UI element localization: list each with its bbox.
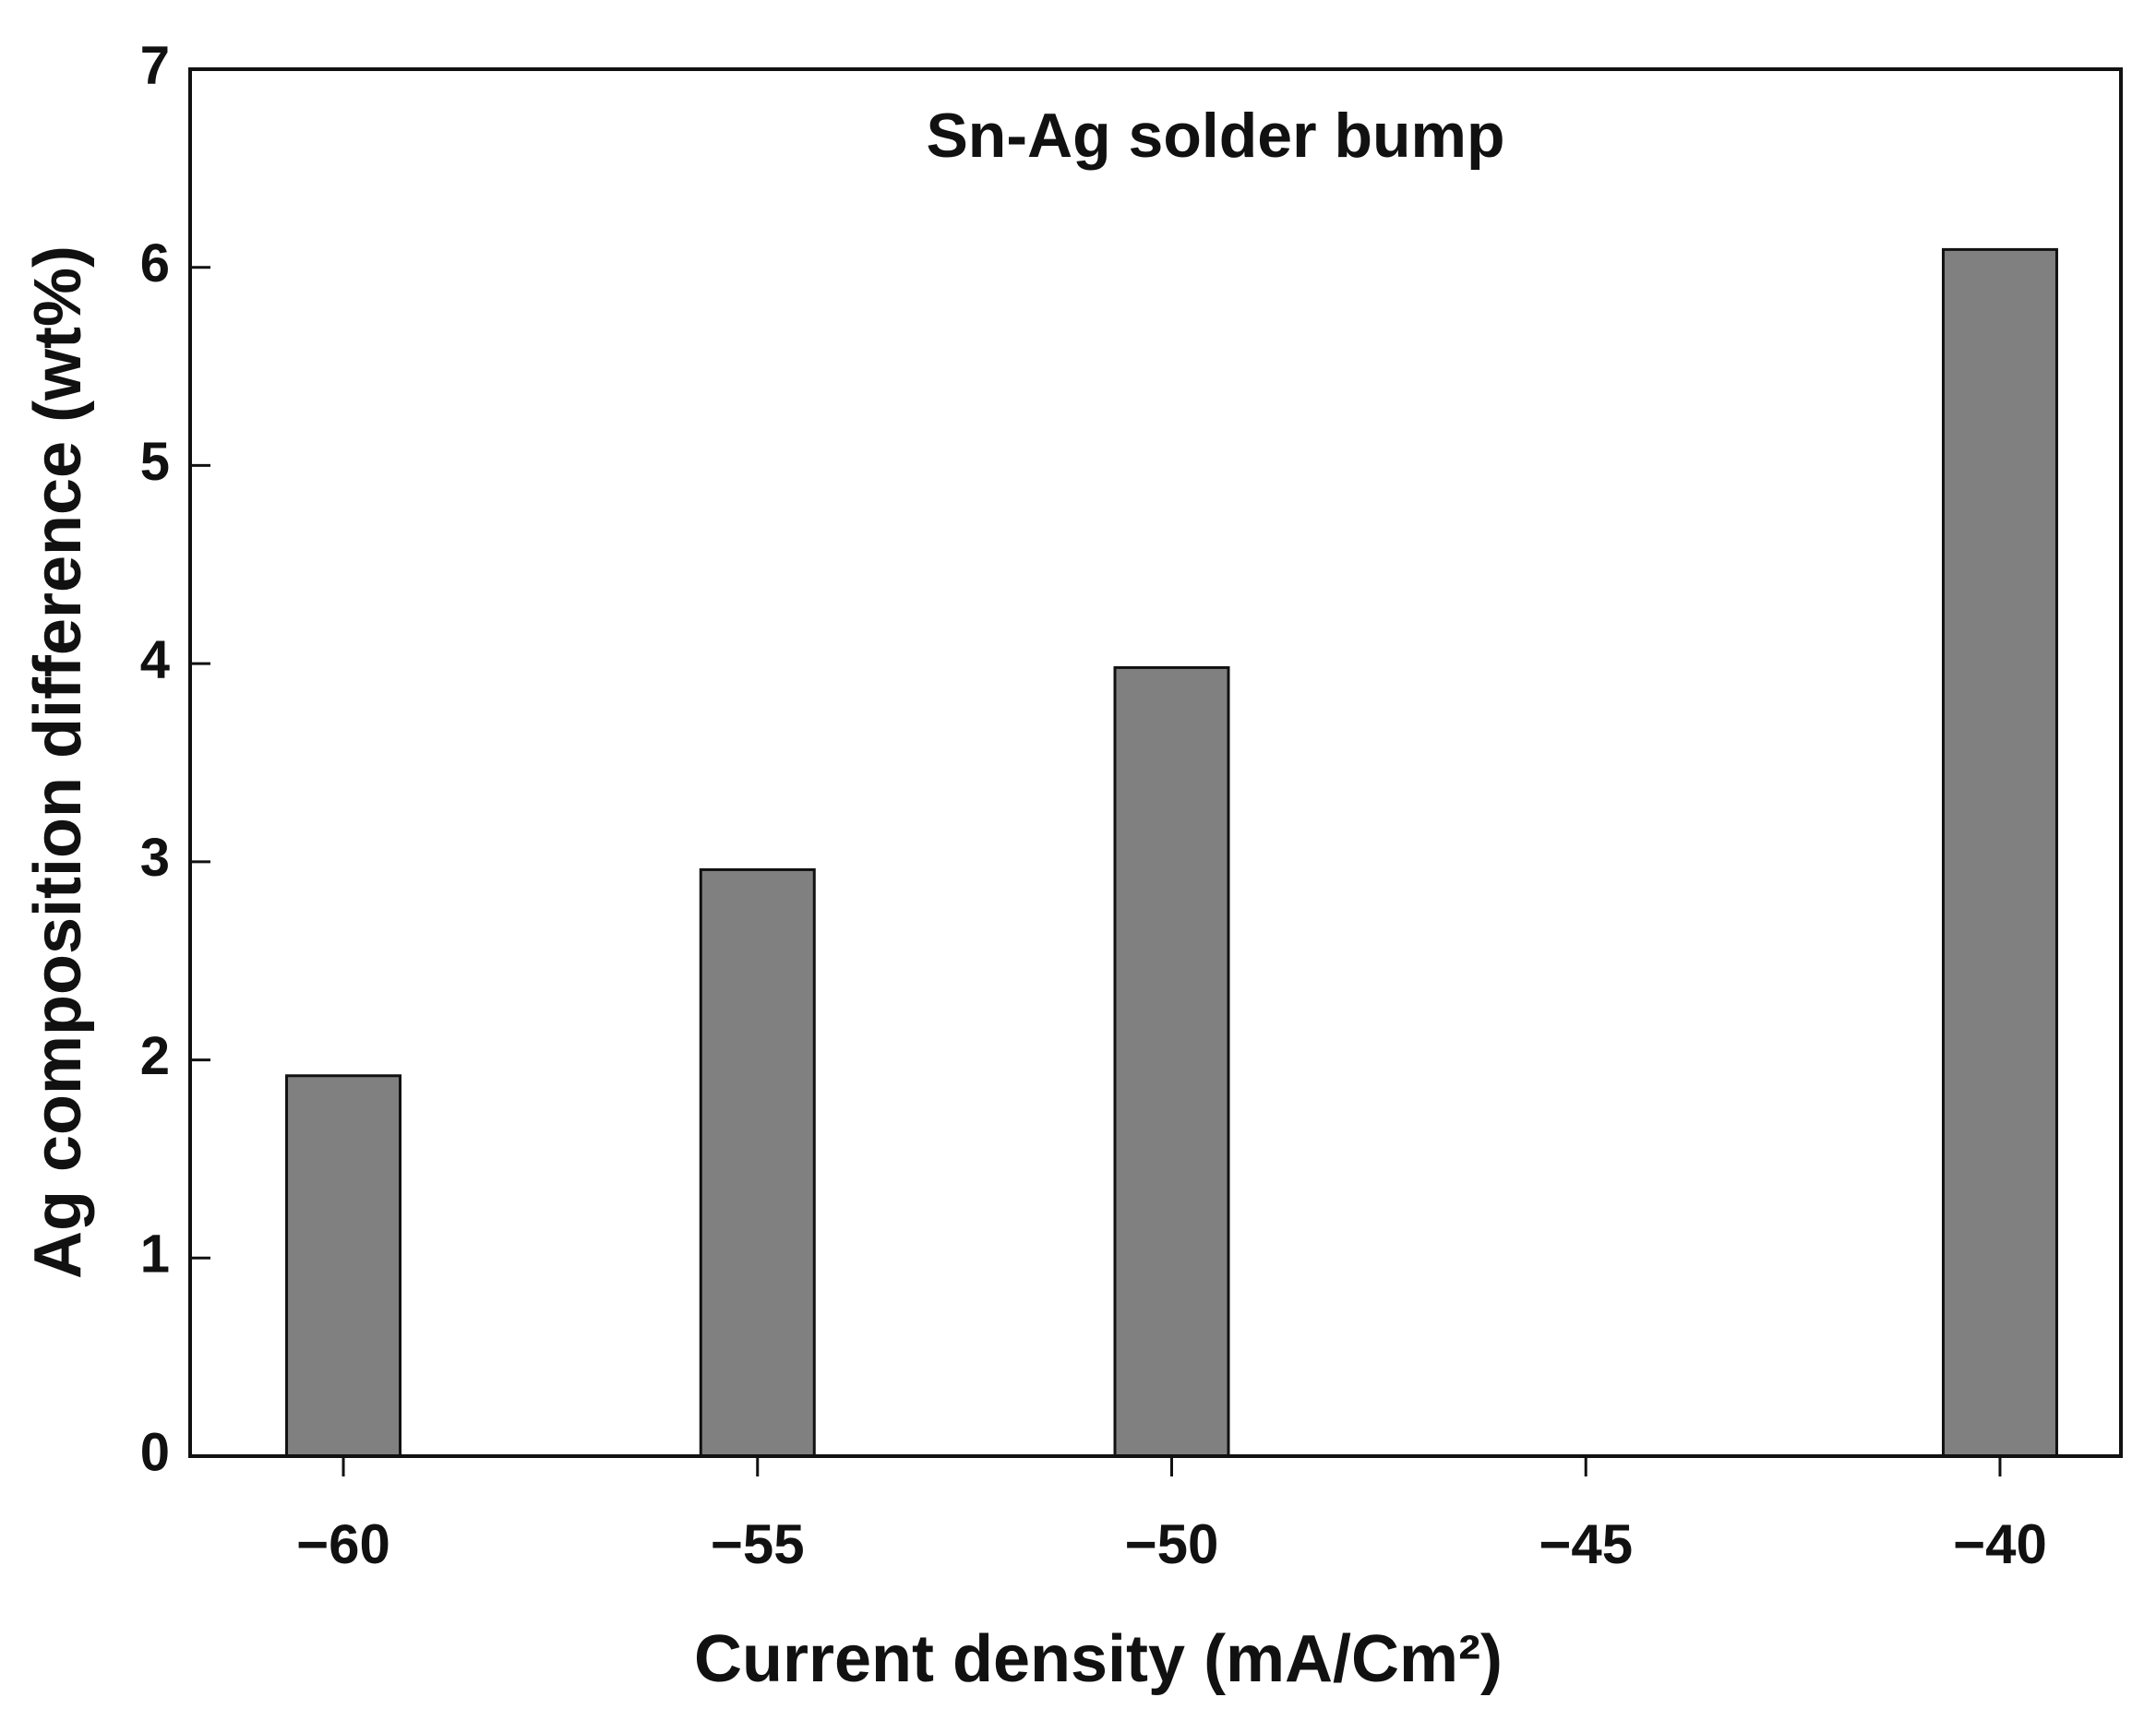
- y-tick-label: 6: [140, 233, 170, 293]
- bar: [1941, 247, 2058, 1458]
- bar: [285, 1074, 402, 1458]
- y-tick-label: 1: [140, 1225, 170, 1285]
- y-tick-label: 4: [140, 629, 170, 689]
- y-tick-label: 5: [140, 432, 170, 492]
- plot-frame: [188, 67, 2123, 1458]
- y-tick-label: 0: [140, 1422, 170, 1482]
- y-tick-label: 7: [140, 35, 170, 95]
- chart-title: Sn-Ag solder bump: [926, 101, 1504, 171]
- bar: [699, 867, 816, 1458]
- x-tick-label: −50: [1125, 1513, 1219, 1575]
- x-axis-label: Current density (mA/Cm²): [694, 1622, 1503, 1696]
- bar: [1113, 665, 1230, 1458]
- x-tick-label: −60: [296, 1513, 390, 1575]
- x-tick-label: −40: [1953, 1513, 2047, 1575]
- y-tick-label: 3: [140, 828, 170, 888]
- y-tick-label: 2: [140, 1026, 170, 1086]
- x-tick-label: −45: [1539, 1513, 1633, 1575]
- x-tick-label: −55: [711, 1513, 805, 1575]
- y-axis-label: Ag composition difference (wt%): [21, 245, 95, 1279]
